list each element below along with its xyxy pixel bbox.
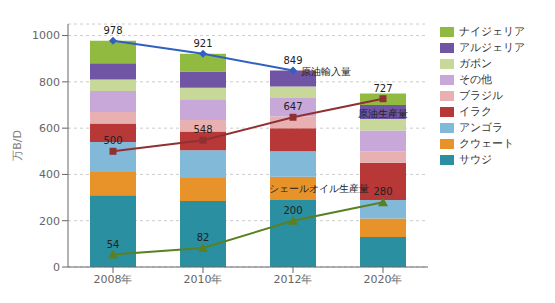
svg-text:2012年: 2012年 bbox=[274, 273, 313, 286]
svg-text:万B/D: 万B/D bbox=[11, 130, 24, 161]
svg-text:400: 400 bbox=[39, 168, 60, 181]
html-text:アンゴラ: アンゴラ bbox=[459, 121, 503, 134]
html-text:ブラジル: ブラジル bbox=[459, 89, 503, 102]
svg-text:200: 200 bbox=[39, 215, 60, 228]
svg-text:シェールオイル生産量: シェールオイル生産量 bbox=[269, 183, 369, 194]
svg-text:0: 0 bbox=[53, 261, 60, 274]
svg-text:82: 82 bbox=[197, 232, 210, 243]
svg-text:849: 849 bbox=[283, 55, 302, 66]
html-text:アルジェリア: アルジェリア bbox=[459, 41, 525, 54]
svg-text:1000: 1000 bbox=[32, 29, 60, 42]
html-text:ナイジェリア: ナイジェリア bbox=[459, 25, 525, 38]
svg-text:727: 727 bbox=[373, 83, 392, 94]
svg-text:600: 600 bbox=[39, 122, 60, 135]
html-text:ガボン: ガボン bbox=[459, 57, 492, 70]
svg-text:2020年: 2020年 bbox=[364, 273, 403, 286]
svg-text:54: 54 bbox=[107, 239, 120, 250]
svg-text:原油生産量: 原油生産量 bbox=[358, 108, 408, 119]
svg-text:647: 647 bbox=[283, 101, 302, 112]
svg-text:500: 500 bbox=[103, 135, 122, 146]
svg-text:200: 200 bbox=[283, 205, 302, 216]
svg-text:978: 978 bbox=[103, 25, 122, 36]
svg-text:548: 548 bbox=[193, 124, 212, 135]
svg-text:2010年: 2010年 bbox=[184, 273, 223, 286]
svg-text:800: 800 bbox=[39, 76, 60, 89]
html-text:その他: その他 bbox=[459, 73, 492, 86]
svg-text:921: 921 bbox=[193, 38, 212, 49]
svg-text:原油輸入量: 原油輸入量 bbox=[301, 66, 351, 77]
svg-text:2008年: 2008年 bbox=[94, 273, 133, 286]
html-text:サウジ: サウジ bbox=[459, 153, 492, 166]
html-text:クウェート: クウェート bbox=[459, 137, 514, 150]
svg-text:280: 280 bbox=[373, 186, 392, 197]
html-text:イラク: イラク bbox=[459, 105, 492, 118]
